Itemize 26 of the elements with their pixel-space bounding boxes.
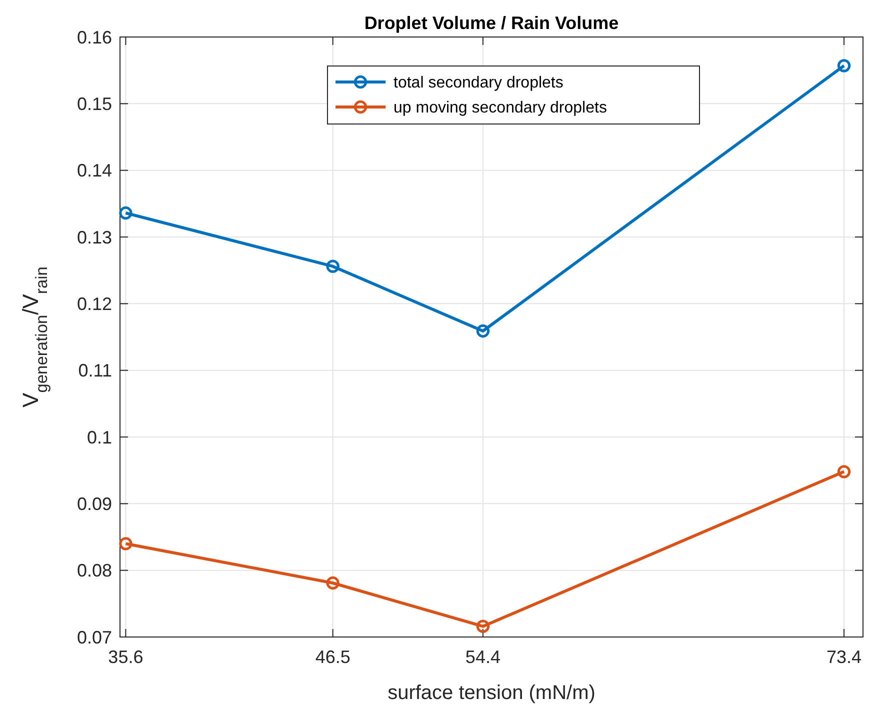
point	[837, 465, 851, 478]
x-tick-label: 54.4	[465, 647, 500, 667]
y-tick-label: 0.07	[76, 627, 112, 648]
x-axis-title: surface tension (mN/m)	[388, 682, 596, 704]
y-tick-label: 0.1	[86, 427, 112, 448]
y-tick-label: 0.12	[76, 294, 112, 314]
point	[119, 206, 132, 220]
legend-label: up moving secondary droplets	[394, 100, 607, 117]
point	[837, 59, 851, 72]
point	[326, 260, 340, 273]
y-tick-label: 0.09	[76, 494, 112, 514]
x-tick-label: 73.4	[826, 647, 862, 667]
chart-title: Droplet Volume / Rain Volume	[364, 13, 619, 33]
legend-label: total secondary droplets	[394, 74, 564, 92]
point	[476, 620, 490, 633]
y-tick-label: 0.08	[76, 560, 112, 581]
y-tick-label: 0.14	[76, 160, 112, 181]
y-tick-label: 0.11	[78, 360, 112, 381]
y-tick-label: 0.15	[76, 94, 112, 114]
point	[476, 324, 490, 338]
point	[119, 537, 132, 550]
y-tick-label: 0.13	[76, 227, 112, 248]
y-tick-label: 0.16	[76, 27, 112, 48]
x-tick-label: 35.6	[108, 647, 144, 667]
point	[326, 576, 340, 590]
x-tick-label: 46.5	[315, 647, 350, 667]
